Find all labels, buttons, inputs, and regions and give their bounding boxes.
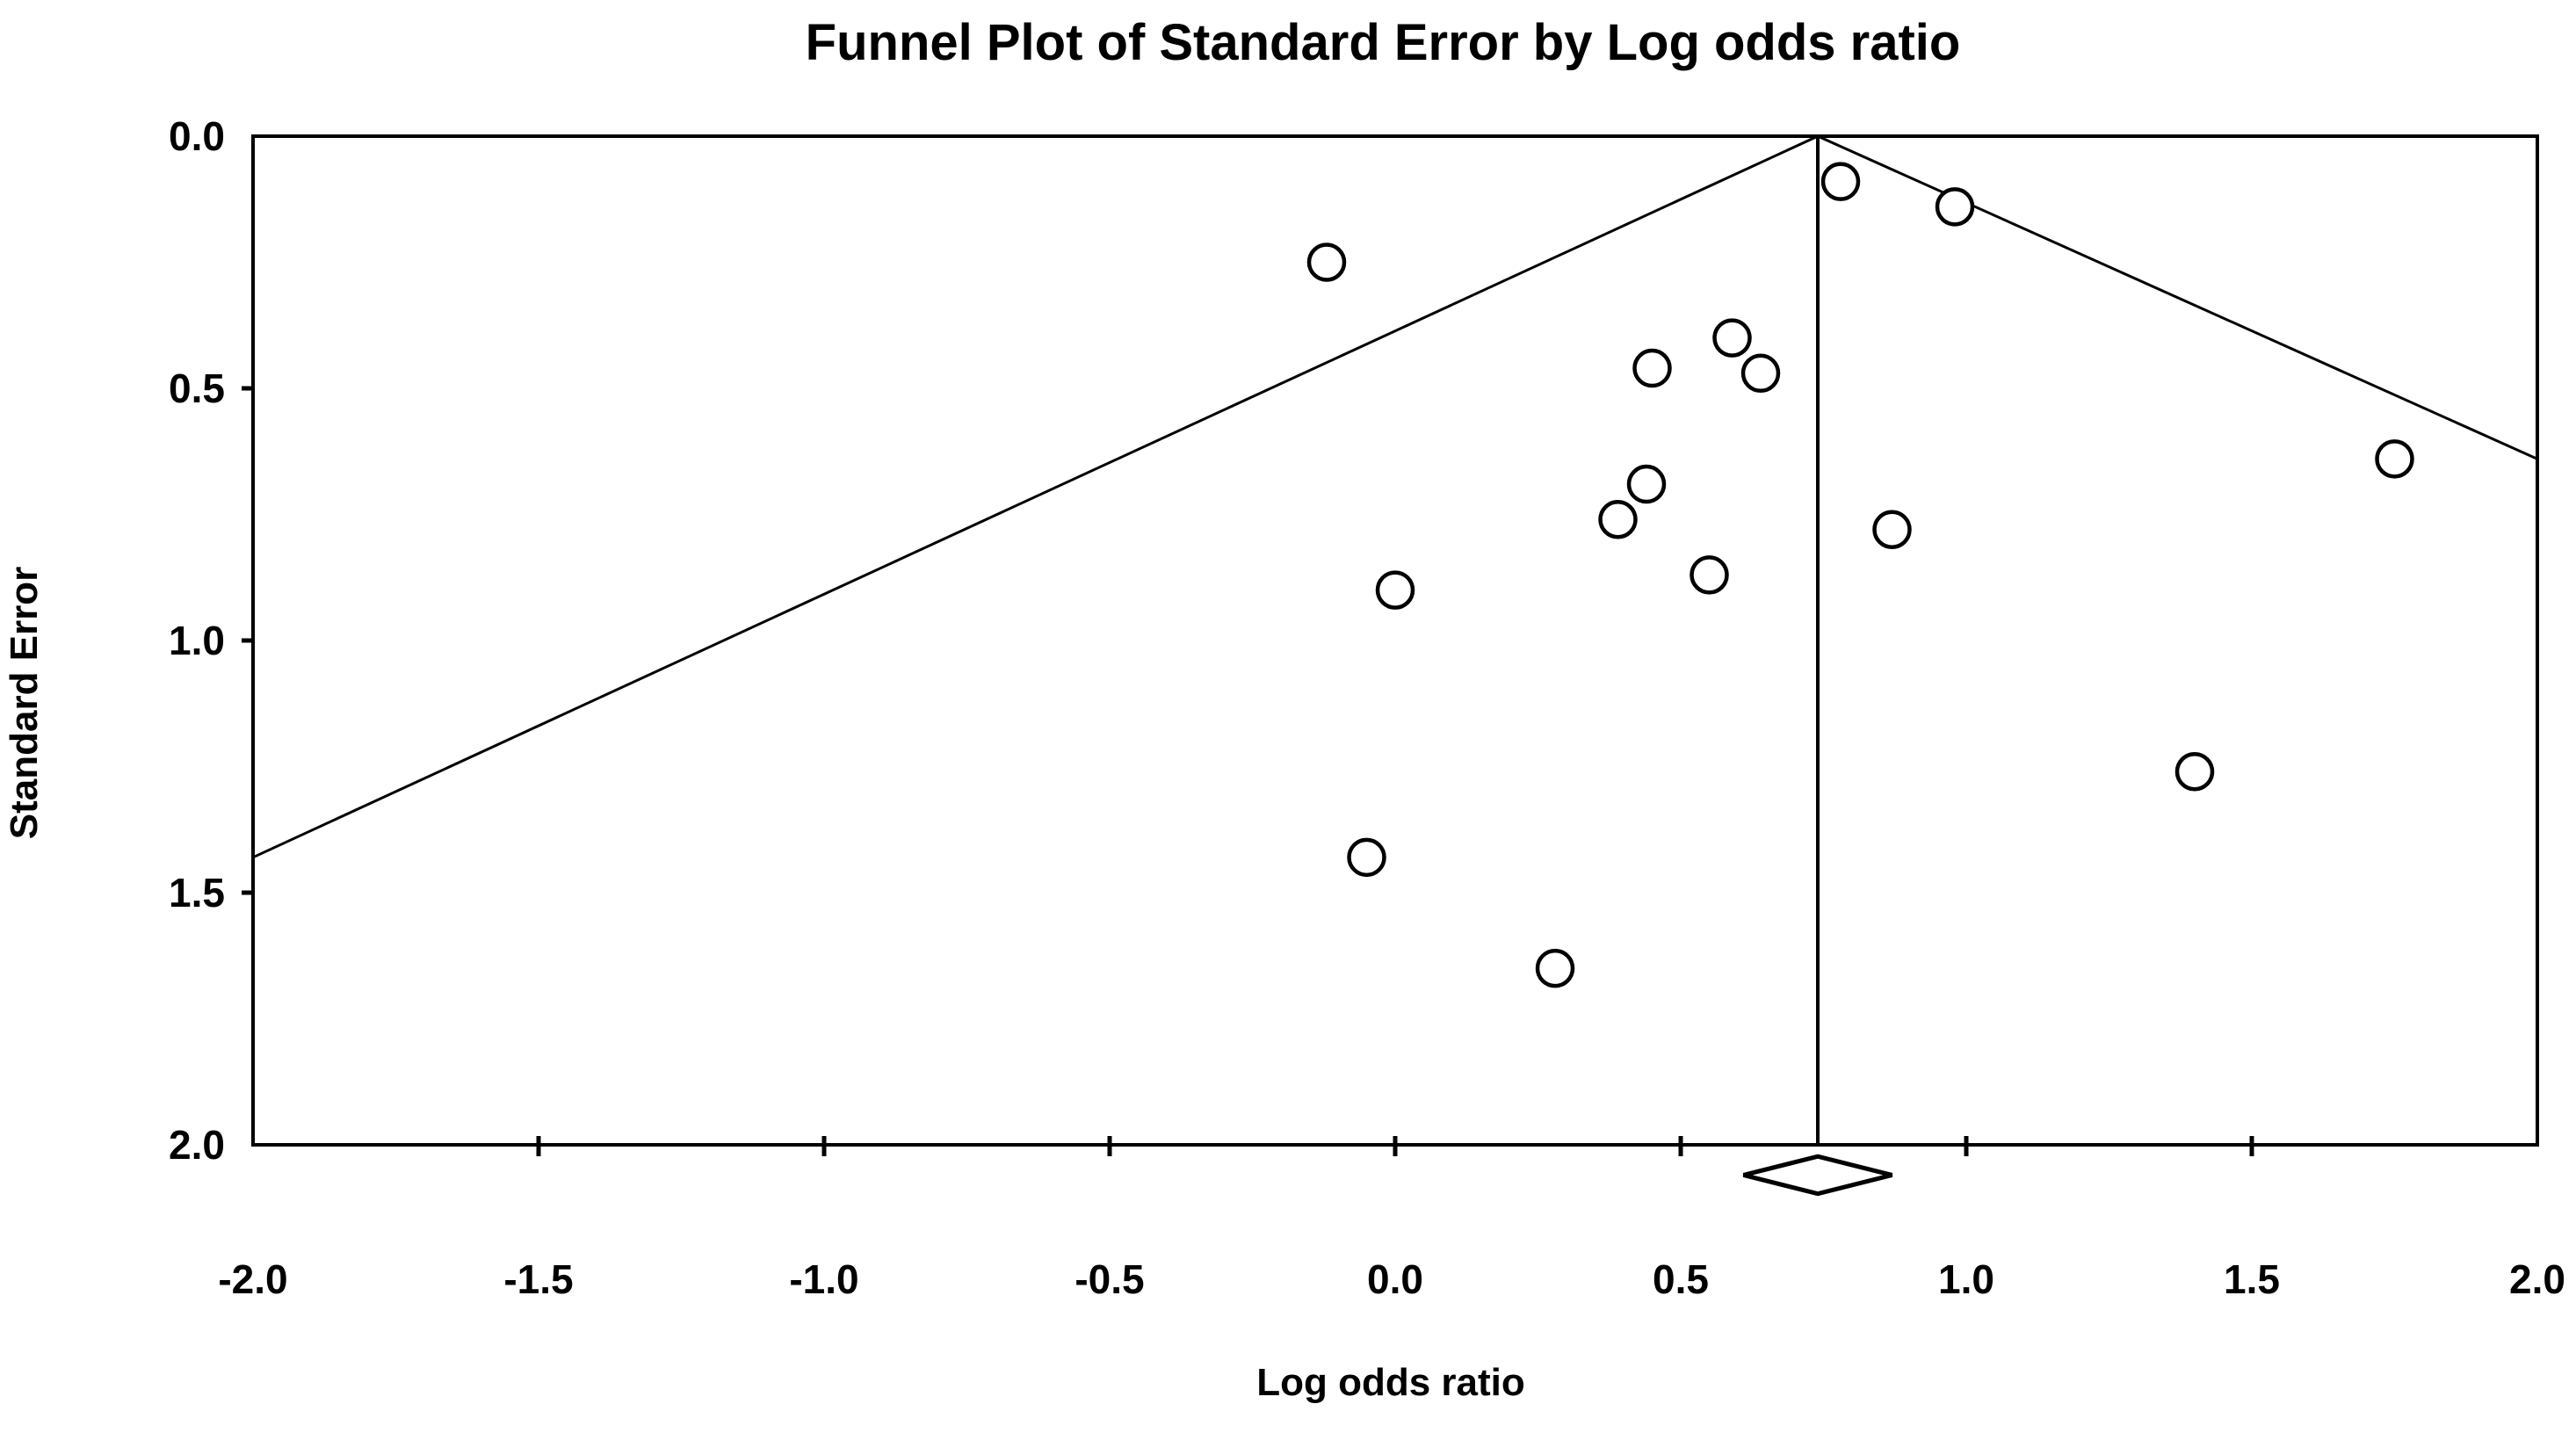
data-point-marker — [1820, 162, 1861, 201]
y-tick-label: 2.0 — [169, 1122, 225, 1168]
x-tick-label: -1.5 — [503, 1256, 573, 1302]
x-tick-label: 1.0 — [1938, 1256, 1994, 1302]
x-tick-label: -1.0 — [789, 1256, 858, 1302]
data-point-marker — [1935, 187, 1975, 227]
data-point-marker — [1690, 555, 1729, 595]
y-tick-label: 0.0 — [169, 113, 225, 159]
plot-border — [251, 134, 2539, 1147]
data-points — [1306, 162, 2414, 988]
chart-title: Funnel Plot of Standard Error by Log odd… — [806, 14, 1961, 71]
x-tick-label: 0.5 — [1653, 1256, 1709, 1302]
data-point-marker — [1375, 570, 1415, 610]
data-point-marker — [1535, 948, 1575, 988]
y-ticks: 0.0 0.5 1.0 1.5 2.0 — [169, 113, 253, 1168]
data-point-marker — [1598, 499, 1638, 539]
data-point-marker — [1306, 242, 1347, 282]
data-point-marker — [1347, 837, 1386, 878]
data-point-marker — [2174, 751, 2215, 792]
data-point-marker — [1712, 318, 1752, 358]
x-tick-label: -2.0 — [218, 1256, 287, 1302]
funnel-limit-line-right — [1817, 134, 2538, 460]
x-tick-label: -0.5 — [1075, 1256, 1144, 1302]
data-point-marker — [1740, 353, 1781, 394]
x-tick-label: 2.0 — [2509, 1256, 2565, 1302]
y-tick-label: 1.0 — [169, 618, 225, 663]
y-tick-label: 0.5 — [169, 365, 225, 411]
x-tick-label: 1.5 — [2224, 1256, 2280, 1302]
data-point-marker — [1626, 464, 1667, 504]
pooled-diamond — [1742, 1154, 1893, 1197]
x-axis-title: Log odds ratio — [1256, 1361, 1525, 1404]
data-point-marker — [2375, 439, 2414, 479]
data-point-marker — [1632, 348, 1672, 388]
data-point-marker — [1872, 510, 1912, 549]
y-tick-label: 1.5 — [169, 870, 225, 916]
y-axis-title: Standard Error — [3, 567, 46, 840]
funnel-limit-line-left — [252, 134, 1819, 859]
funnel-limit-lines — [252, 134, 2538, 859]
x-ticks: -2.0 -1.5 -1.0 -0.5 0.0 0.5 1.0 1.5 2.0 — [218, 1136, 2565, 1302]
x-tick-label: 0.0 — [1367, 1256, 1423, 1302]
